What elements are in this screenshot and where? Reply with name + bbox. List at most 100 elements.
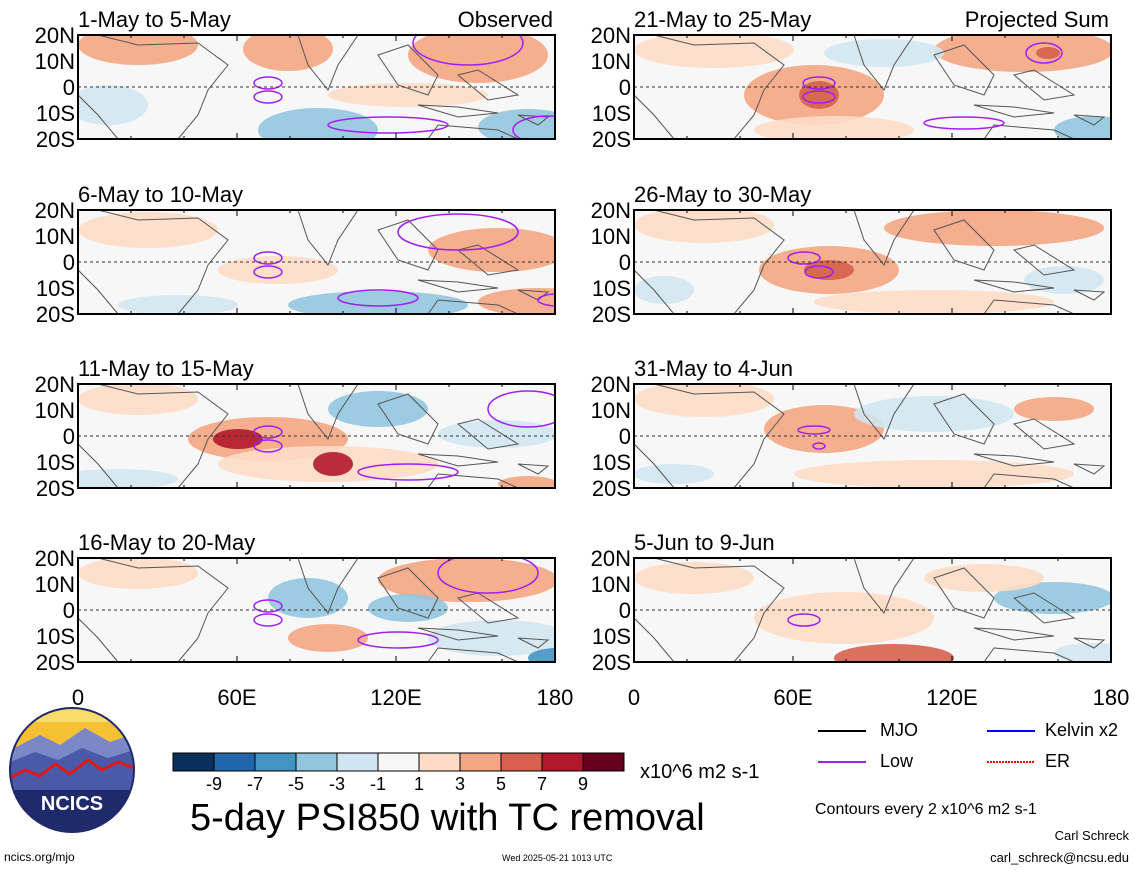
y-tick-label: 10S bbox=[592, 450, 631, 475]
y-tick-label: 10N bbox=[591, 224, 631, 249]
colorbar-swatch bbox=[172, 752, 215, 772]
coastline bbox=[297, 35, 359, 91]
y-tick-label: 20S bbox=[592, 476, 631, 501]
y-tick-label: 10S bbox=[592, 624, 631, 649]
low-contour bbox=[437, 558, 539, 594]
colorbar-tick: 3 bbox=[455, 774, 465, 794]
source-url[interactable]: ncics.org/mjo bbox=[4, 850, 75, 864]
author-email[interactable]: carl_schreck@ncsu.edu bbox=[990, 850, 1129, 865]
coastline bbox=[1012, 592, 1076, 624]
coastline bbox=[456, 418, 520, 450]
colorbar-swatch bbox=[377, 752, 420, 772]
y-tick-label: 20N bbox=[35, 198, 75, 223]
low-contour bbox=[253, 251, 283, 265]
panel-frame bbox=[77, 209, 556, 315]
coastline bbox=[417, 279, 499, 293]
coastline bbox=[933, 567, 995, 619]
x-tick-label: 180 bbox=[537, 685, 574, 710]
shading-cell bbox=[78, 85, 148, 125]
shading-cell bbox=[78, 35, 198, 65]
coastline bbox=[973, 104, 1055, 118]
coastline bbox=[634, 210, 785, 314]
y-tick-label: 10N bbox=[35, 224, 75, 249]
shading-cell bbox=[764, 405, 884, 453]
shading-cell bbox=[243, 35, 333, 71]
y-tick-label: 0 bbox=[63, 250, 75, 275]
low-contour bbox=[802, 76, 836, 90]
shading-cell bbox=[934, 35, 1111, 72]
shading-cell bbox=[1054, 116, 1111, 139]
shading-cell bbox=[754, 116, 914, 139]
low-contour bbox=[253, 90, 283, 104]
coastline bbox=[1073, 289, 1106, 301]
y-tick-label: 20S bbox=[592, 302, 631, 327]
shading-cell bbox=[814, 290, 1054, 314]
shading-cell bbox=[634, 35, 794, 68]
coastline bbox=[1012, 418, 1076, 450]
x-tick-label: 180 bbox=[1093, 685, 1130, 710]
shading-cell bbox=[328, 391, 428, 427]
y-tick-label: 20S bbox=[36, 476, 75, 501]
y-tick-label: 20S bbox=[36, 302, 75, 327]
y-tick-label: 0 bbox=[619, 75, 631, 100]
y-tick-label: 20N bbox=[591, 372, 631, 397]
panel-frame bbox=[77, 34, 556, 140]
y-tick-label: 10N bbox=[591, 398, 631, 423]
colorbar-tick: 9 bbox=[578, 774, 588, 794]
panel-period-title: 11-May to 15-May bbox=[78, 356, 254, 381]
y-tick-label: 20S bbox=[36, 127, 75, 152]
panel-frame bbox=[633, 383, 1112, 489]
low-contour bbox=[253, 425, 283, 439]
coastline bbox=[377, 567, 439, 619]
coastline bbox=[634, 384, 785, 488]
y-tick-label: 20S bbox=[592, 127, 631, 152]
low-contour bbox=[787, 613, 821, 627]
panel-frame bbox=[633, 209, 1112, 315]
coastline bbox=[853, 384, 915, 440]
coastline bbox=[456, 244, 520, 276]
shading-cell bbox=[804, 260, 854, 280]
low-contour bbox=[802, 90, 836, 104]
logo-text: NCICS bbox=[41, 793, 103, 815]
colorbar-tick: 5 bbox=[496, 774, 506, 794]
coastline bbox=[427, 647, 519, 662]
x-tick-label: 0 bbox=[628, 685, 640, 710]
colorbar-tick: -7 bbox=[247, 774, 263, 794]
coastline bbox=[1012, 69, 1076, 101]
y-tick-label: 20S bbox=[592, 650, 631, 675]
coastline bbox=[634, 558, 785, 662]
coastline bbox=[983, 647, 1075, 662]
coastline bbox=[983, 124, 1075, 139]
panel-tag: Projected Sum bbox=[965, 7, 1109, 32]
shading-cell bbox=[213, 429, 263, 449]
coastline bbox=[634, 35, 785, 139]
x-tick-label: 60E bbox=[773, 685, 812, 710]
panel-period-title: 6-May to 10-May bbox=[78, 182, 243, 207]
y-tick-label: 0 bbox=[619, 250, 631, 275]
coastline bbox=[78, 210, 229, 314]
author-name: Carl Schreck bbox=[1054, 828, 1129, 843]
shading-cell bbox=[218, 256, 338, 284]
shading-cell bbox=[854, 396, 1014, 432]
y-tick-label: 10N bbox=[35, 398, 75, 423]
coastline bbox=[1073, 114, 1106, 126]
colorbar-swatch bbox=[295, 752, 338, 772]
coastline bbox=[377, 219, 439, 271]
low-contour bbox=[253, 599, 283, 613]
legend-er-label: ER bbox=[1045, 751, 1071, 771]
colorbar-swatch bbox=[336, 752, 379, 772]
y-tick-label: 0 bbox=[63, 598, 75, 623]
coastline bbox=[1073, 637, 1106, 649]
timestamp: Wed 2025-05-21 1013 UTC bbox=[502, 853, 613, 863]
coastline bbox=[417, 453, 499, 467]
shading-cell bbox=[1014, 397, 1094, 421]
shading-cell bbox=[328, 83, 488, 107]
panel-frame bbox=[633, 557, 1112, 663]
coastline bbox=[853, 210, 915, 266]
shading-cell bbox=[118, 295, 238, 314]
coastline bbox=[517, 637, 550, 649]
shading-cell bbox=[368, 594, 448, 622]
coastline bbox=[517, 463, 550, 475]
colorbar-swatch bbox=[459, 752, 502, 772]
